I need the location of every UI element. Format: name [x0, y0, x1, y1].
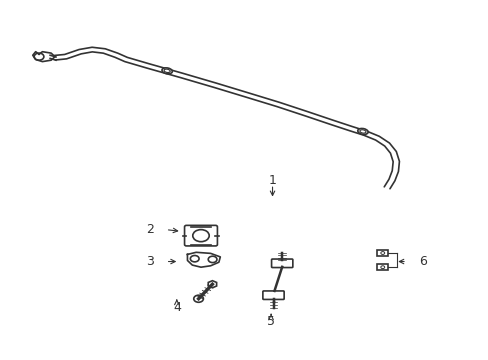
- Ellipse shape: [162, 68, 172, 74]
- Text: 2: 2: [146, 223, 154, 236]
- Text: 4: 4: [173, 301, 181, 314]
- Text: 1: 1: [268, 174, 276, 186]
- Text: 3: 3: [146, 255, 154, 268]
- Ellipse shape: [164, 69, 170, 72]
- Ellipse shape: [359, 130, 365, 133]
- Text: 5: 5: [266, 315, 275, 328]
- Text: 6: 6: [419, 255, 427, 268]
- Ellipse shape: [357, 129, 367, 134]
